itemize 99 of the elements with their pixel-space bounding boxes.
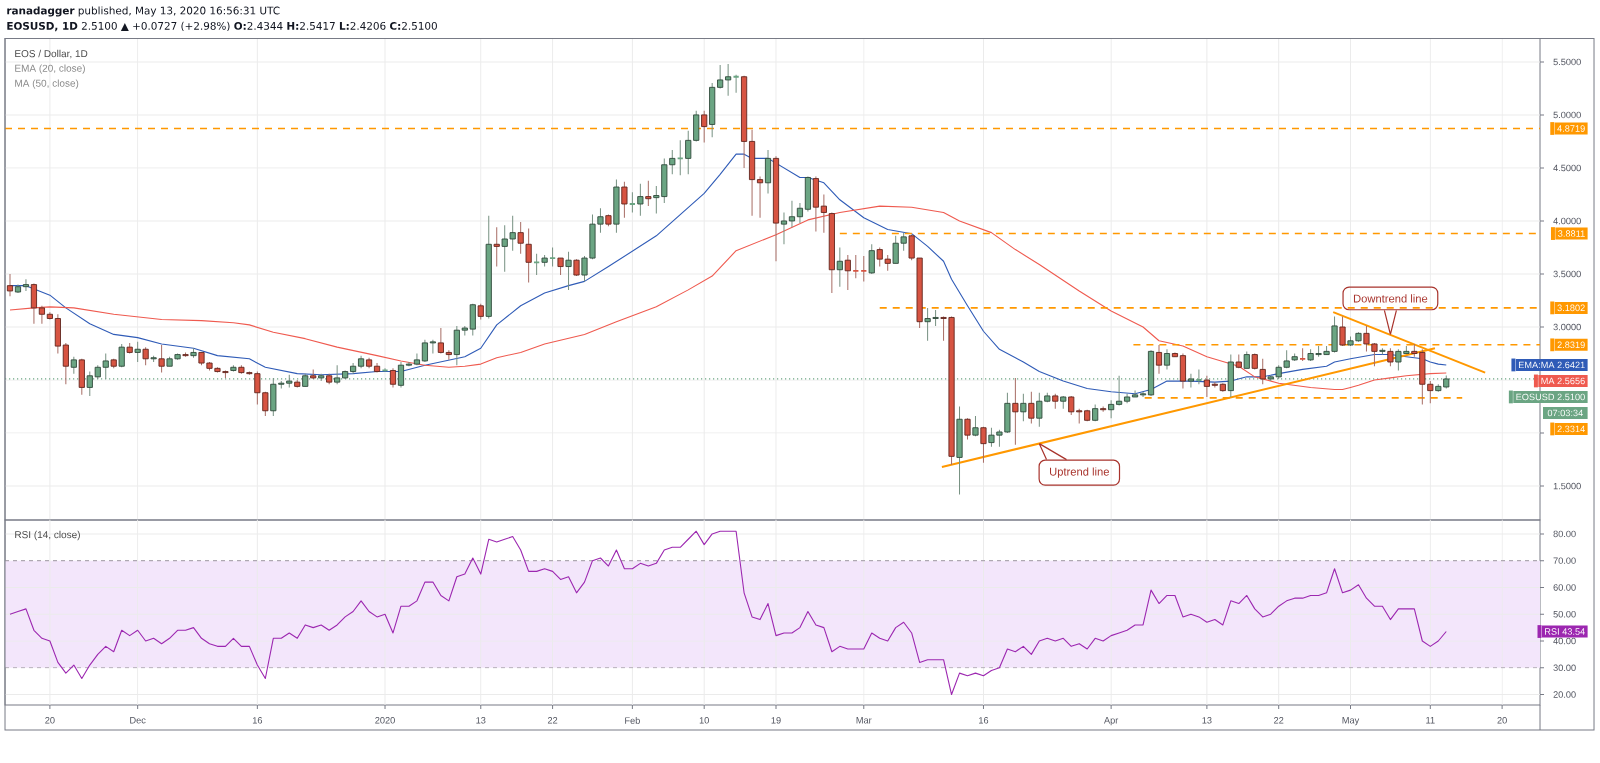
text: EOSUSD, 1D 2.5100 ▲ +0.0727 (+2.98%) O:2.4344 H:2.5417 L:2.4206 C:2.5100 [7, 21, 437, 32]
x-tick-label: 13 [1202, 717, 1212, 724]
candlestick [796, 202, 804, 224]
legend-label: EMA:MA 2.6421 [1518, 361, 1585, 369]
candlestick [334, 364, 341, 385]
y-tick-label: 4.0000 [1553, 217, 1581, 225]
x-tick-label: 19 [771, 717, 781, 724]
text: RSI (14, close) [15, 530, 80, 541]
candlestick [1155, 344, 1163, 375]
candlestick [38, 305, 45, 325]
text: 07:03:34 [1547, 409, 1583, 417]
candlestick [820, 193, 827, 234]
candlestick [525, 227, 532, 283]
text: ranadagger published, May 13, 2020 16:56:31 UTC [7, 6, 280, 17]
y-tick-label: 20.00 [1553, 691, 1576, 698]
candlestick [30, 283, 38, 325]
candlestick [621, 181, 628, 219]
x-tick-label: May [1342, 717, 1360, 726]
candlestick [517, 221, 524, 255]
candlestick [22, 278, 30, 292]
annotation: MA (50, close) [15, 79, 79, 89]
candlestick [1131, 390, 1139, 398]
candlestick [437, 327, 444, 355]
candlestick [158, 344, 165, 374]
candlestick [134, 341, 141, 363]
candlestick [389, 367, 397, 388]
candlestick [1163, 348, 1171, 370]
candlestick [645, 180, 652, 207]
x-tick-label: 16 [252, 717, 263, 724]
candlestick [1339, 315, 1346, 347]
line-series [9, 205, 1447, 391]
candlestick [397, 361, 405, 388]
candlestick [1387, 347, 1394, 367]
candlestick [868, 243, 875, 275]
x-tick-label: 13 [476, 717, 486, 724]
x-tick-label: 11 [1426, 717, 1435, 724]
y-tick-label: 70.00 [1553, 557, 1576, 564]
candlestick [788, 200, 796, 228]
x-tick-label: Dec [130, 717, 146, 724]
candlestick [756, 175, 764, 219]
candlestick [1203, 375, 1210, 398]
annotation: Uptrend line [1050, 467, 1109, 478]
y-tick-label: 40.00 [1553, 637, 1576, 645]
legend-label: 2.3314 [1557, 425, 1585, 433]
candlestick [844, 254, 851, 291]
candlestick [1012, 377, 1019, 446]
candlestick [6, 273, 14, 297]
candlestick [445, 349, 452, 361]
legend-label: MA 2.5656 [1541, 377, 1585, 385]
y-tick-label: 5.0000 [1553, 111, 1581, 119]
x-tick-label: 20 [45, 717, 55, 724]
x-tick-label: Apr [1104, 717, 1119, 726]
x-tick-label: 10 [699, 717, 709, 724]
legend-label: RSI 43.54 [1545, 628, 1585, 635]
y-tick-label: 60.00 [1553, 584, 1576, 591]
y-tick-label: 4.5000 [1553, 164, 1581, 172]
candlestick [1108, 399, 1115, 419]
x-tick-label: 22 [1274, 717, 1284, 724]
y-tick-label: 5.5000 [1553, 58, 1581, 66]
y-tick-label: 50.00 [1553, 610, 1576, 618]
candlestick [701, 110, 708, 143]
candlestick [565, 251, 572, 291]
x-tick-label: 2020 [375, 717, 395, 724]
legend-label: 2.8319 [1557, 341, 1585, 349]
legend-label: EOSUSD 2.5100 [1516, 393, 1585, 401]
annotation: Downtrend line [1353, 294, 1428, 303]
annotation: EMA (20, close) [15, 64, 85, 74]
candlestick [637, 183, 644, 217]
x-tick-label: 22 [547, 717, 558, 724]
candlestick [1020, 393, 1027, 422]
candlestick [780, 211, 788, 245]
candlestick [1116, 375, 1123, 406]
candlestick [1259, 358, 1266, 385]
candlestick [964, 417, 971, 440]
candlestick [980, 426, 987, 464]
text: EOS / Dollar, 1D [15, 49, 88, 59]
candlestick [725, 63, 732, 97]
legend-label: 3.1802 [1557, 304, 1585, 312]
candlestick [421, 339, 428, 363]
candlestick [1187, 373, 1194, 388]
candlestick [350, 362, 357, 375]
y-tick-label: 80.00 [1553, 530, 1576, 538]
candlestick [1028, 391, 1035, 424]
candlestick [493, 226, 500, 268]
candlestick [1211, 381, 1218, 388]
candlestick [62, 342, 69, 385]
x-tick-label: 16 [979, 717, 989, 724]
x-tick-label: 20 [1497, 717, 1507, 724]
x-tick-label: Mar [856, 717, 872, 724]
legend-label: 4.8719 [1557, 125, 1585, 132]
candlestick [836, 246, 843, 288]
y-tick-label: 3.5000 [1553, 270, 1581, 278]
y-tick-label: 1.5000 [1553, 482, 1581, 490]
x-tick-label: Feb [625, 717, 640, 724]
candlestick [429, 339, 436, 355]
y-tick-label: 30.00 [1553, 664, 1576, 672]
y-tick-label: 3.0000 [1553, 323, 1581, 331]
legend-label: 3.8811 [1558, 230, 1585, 237]
candlestick [142, 346, 149, 366]
